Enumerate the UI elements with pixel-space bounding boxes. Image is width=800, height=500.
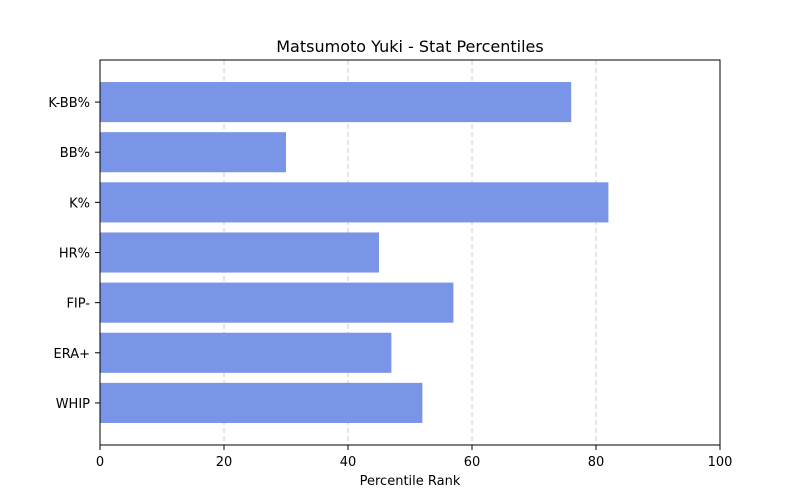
- x-axis-label: Percentile Rank: [360, 474, 461, 489]
- y-tick-label: K%: [69, 196, 90, 211]
- bar-era: [100, 332, 392, 373]
- x-tick-label: 60: [464, 455, 481, 470]
- x-tick-label: 0: [96, 455, 104, 470]
- bar-hr: [100, 232, 379, 273]
- x-tick-label: 100: [708, 455, 733, 470]
- x-tick-label: 80: [588, 455, 605, 470]
- y-tick-label: FIP-: [66, 297, 90, 312]
- y-tick-label: WHIP: [56, 397, 90, 412]
- x-tick-label: 40: [340, 455, 357, 470]
- bar-bb: [100, 132, 286, 173]
- y-tick-label: BB%: [60, 146, 90, 161]
- x-axis-ticks: 0 20 40 60 80 100: [96, 445, 733, 470]
- bars: [100, 82, 609, 423]
- x-tick-label: 20: [216, 455, 233, 470]
- y-tick-label: HR%: [59, 247, 90, 262]
- bar-k-bb: [100, 82, 572, 123]
- bar-fip: [100, 282, 454, 323]
- bar-whip: [100, 382, 423, 423]
- y-axis-ticks: K-BB% BB% K% HR% FIP- ERA+ WHIP: [48, 96, 100, 412]
- bar-k: [100, 182, 609, 223]
- y-tick-label: ERA+: [53, 347, 90, 362]
- y-tick-label: K-BB%: [48, 96, 90, 111]
- chart-title: Matsumoto Yuki - Stat Percentiles: [276, 37, 543, 56]
